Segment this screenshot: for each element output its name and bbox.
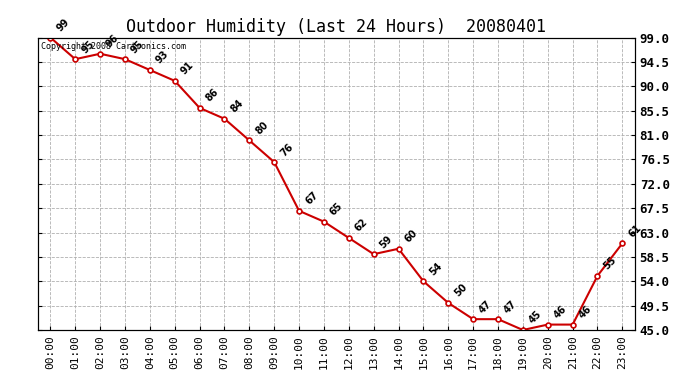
Text: 95: 95 xyxy=(129,38,146,55)
Text: 47: 47 xyxy=(477,298,494,315)
Text: 80: 80 xyxy=(253,120,270,136)
Text: 61: 61 xyxy=(627,222,643,239)
Text: 91: 91 xyxy=(179,60,195,76)
Text: 96: 96 xyxy=(104,33,121,50)
Text: 46: 46 xyxy=(552,304,569,320)
Text: 59: 59 xyxy=(378,233,395,250)
Text: 93: 93 xyxy=(154,49,170,66)
Text: 46: 46 xyxy=(577,304,593,320)
Text: 84: 84 xyxy=(228,98,246,115)
Text: 47: 47 xyxy=(502,298,519,315)
Text: 60: 60 xyxy=(403,228,420,244)
Text: 55: 55 xyxy=(602,255,618,272)
Text: 67: 67 xyxy=(303,190,320,207)
Text: 45: 45 xyxy=(527,309,544,326)
Text: 62: 62 xyxy=(353,217,370,234)
Text: 54: 54 xyxy=(428,261,444,277)
Text: Copyright 2008 Cartronics.com: Copyright 2008 Cartronics.com xyxy=(41,42,186,51)
Text: 86: 86 xyxy=(204,87,221,104)
Text: 95: 95 xyxy=(79,38,96,55)
Title: Outdoor Humidity (Last 24 Hours)  20080401: Outdoor Humidity (Last 24 Hours) 2008040… xyxy=(126,18,546,36)
Text: 99: 99 xyxy=(55,17,71,33)
Text: 50: 50 xyxy=(453,282,469,299)
Text: 65: 65 xyxy=(328,201,345,217)
Text: 76: 76 xyxy=(278,141,295,158)
